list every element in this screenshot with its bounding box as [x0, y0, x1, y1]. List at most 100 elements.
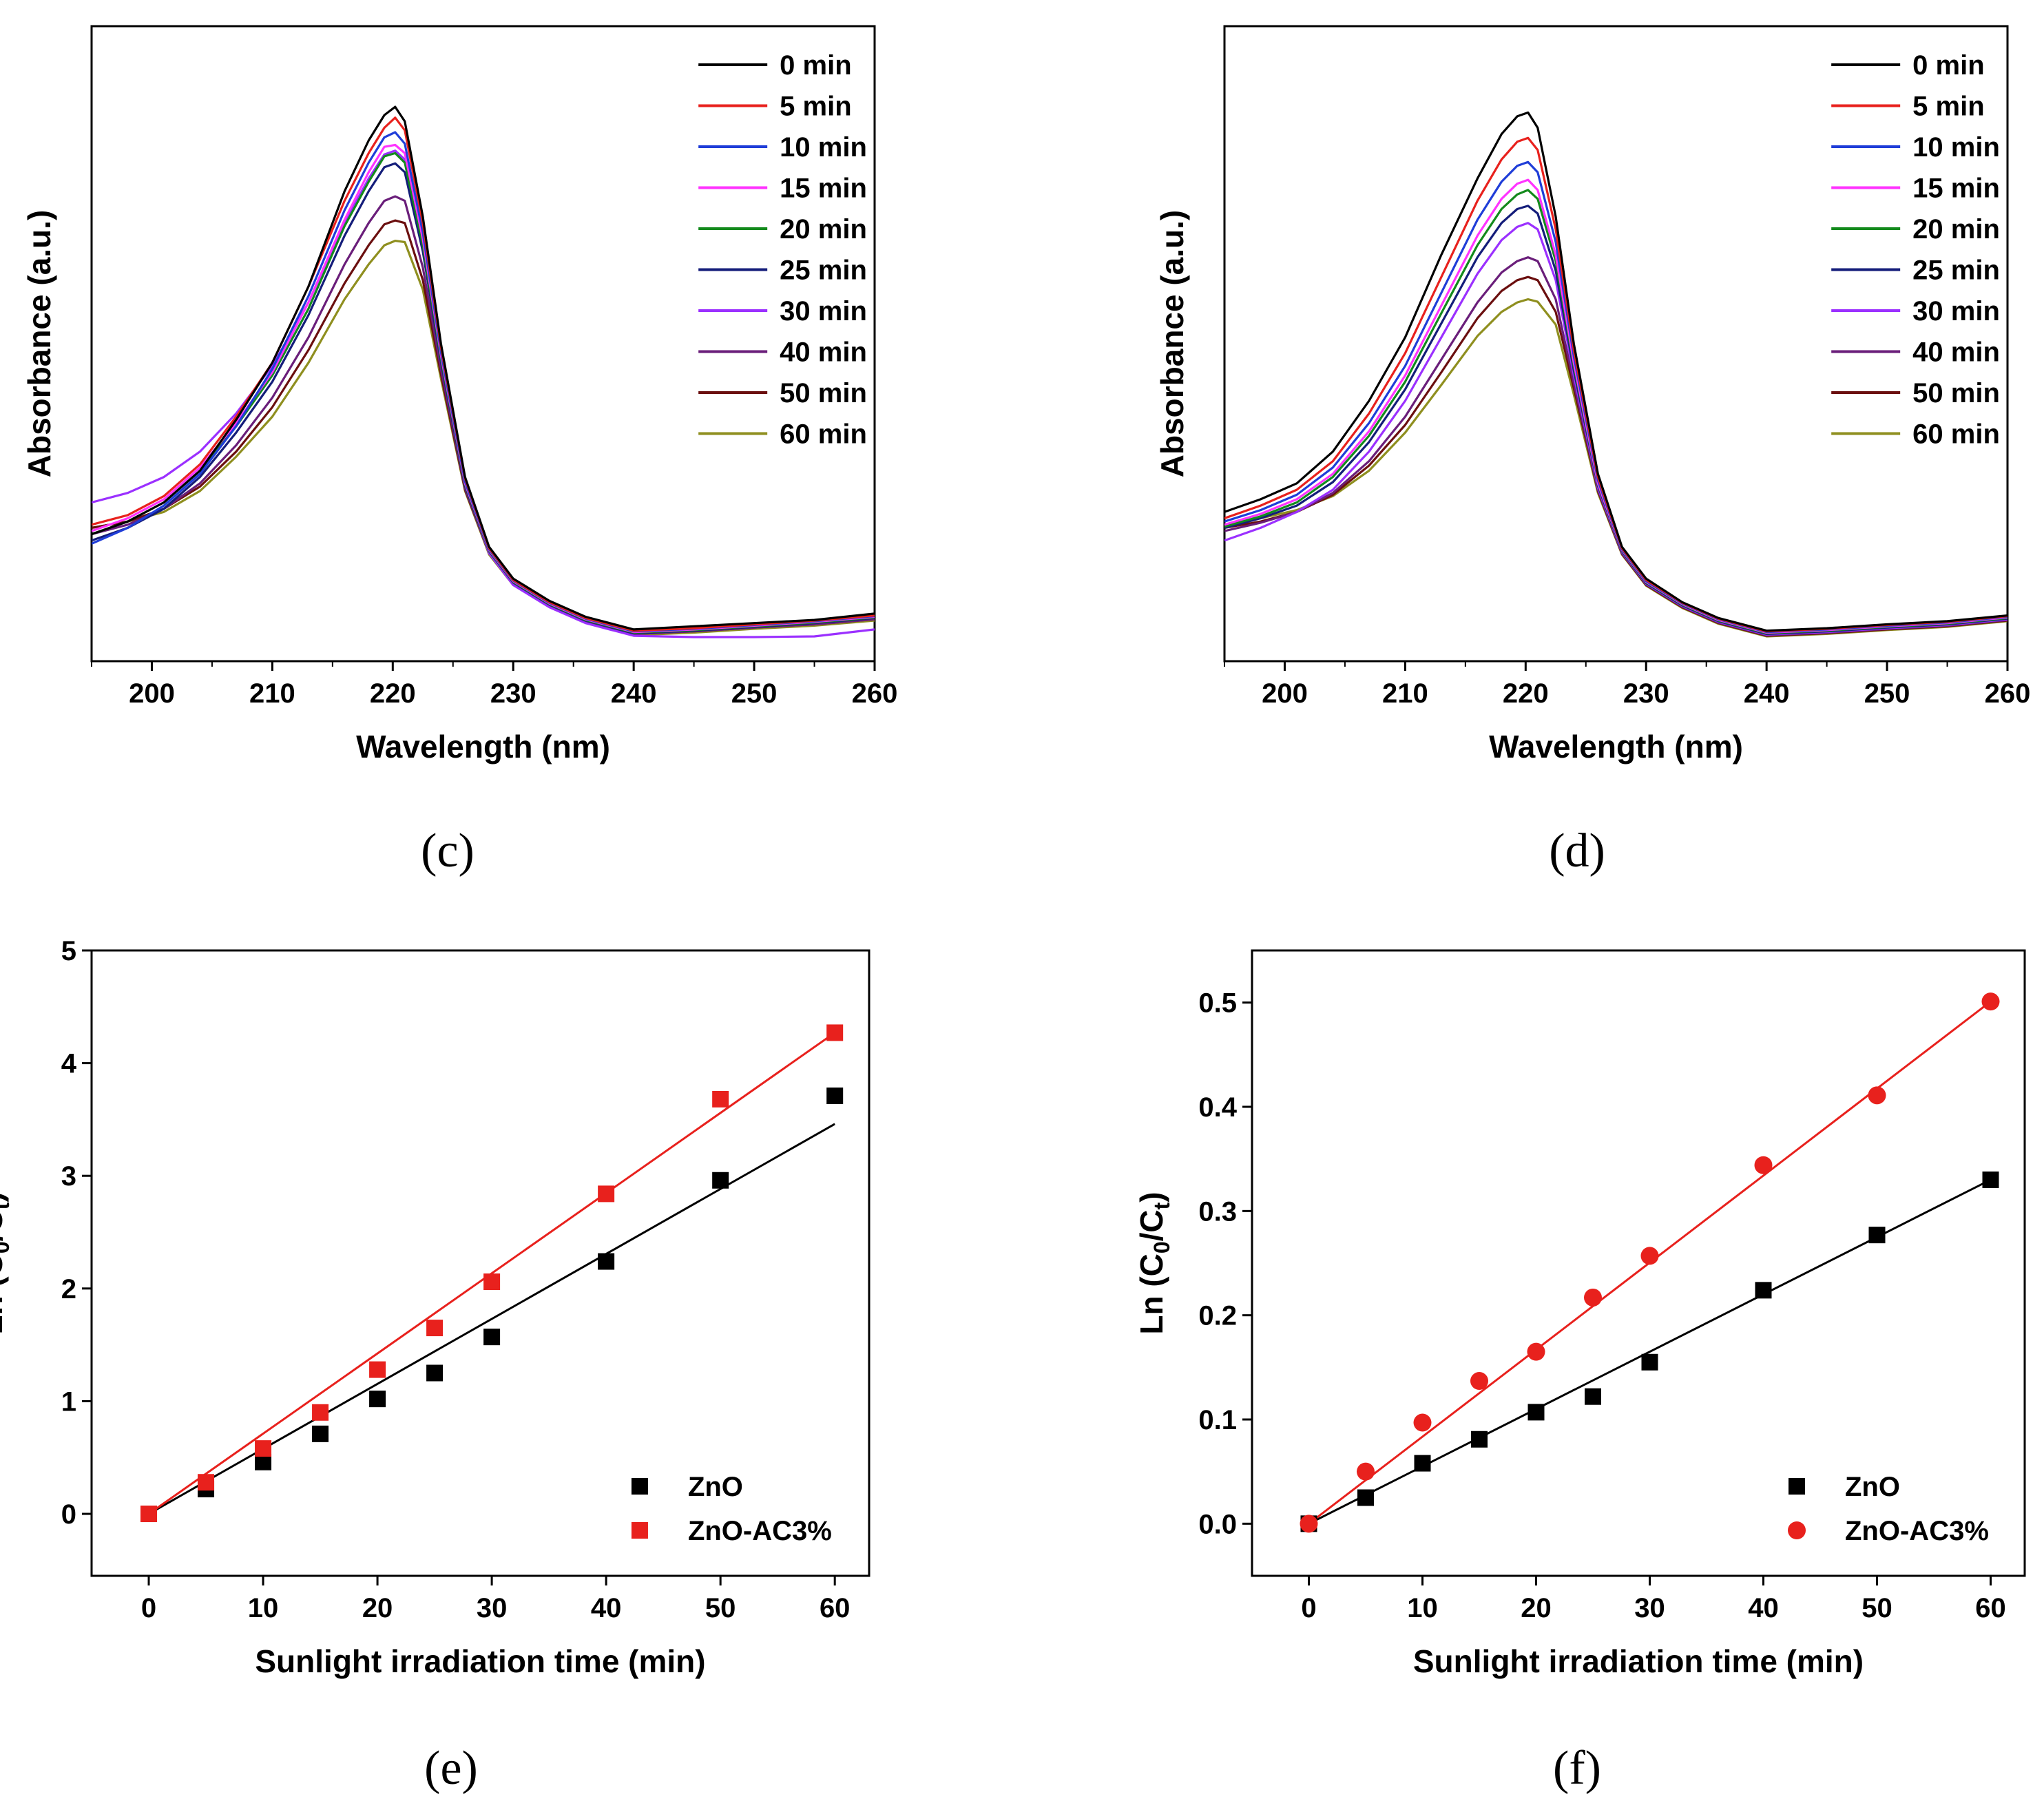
legend-marker — [631, 1522, 648, 1539]
legend-marker — [631, 1478, 648, 1495]
legend-label: 60 min — [780, 419, 867, 450]
panel-label-c: (c) — [421, 824, 474, 877]
data-point — [1300, 1515, 1318, 1533]
legend-label: 0 min — [1912, 50, 1984, 81]
legend-label: 5 min — [1912, 92, 1984, 122]
y-label-part: Ln (C — [0, 1254, 9, 1335]
panel-label-d: (d) — [1549, 824, 1605, 877]
data-point — [1640, 1247, 1659, 1265]
legend-label: 0 min — [780, 50, 851, 81]
series-line-10-min — [1224, 160, 2007, 634]
chart-c: 200 210 220 230 240 250 260 Wavelength (nm) Abso… — [21, 25, 898, 764]
y-tick-label: 4 — [61, 1049, 77, 1079]
legend-label: 10 min — [780, 132, 867, 163]
series-line-5-min — [1224, 136, 2007, 633]
x-tick-label: 0 — [141, 1593, 156, 1623]
y-label-part: /C — [0, 1209, 9, 1241]
panel-label-e: (e) — [424, 1742, 478, 1795]
y-tick-label: 0.2 — [1198, 1301, 1237, 1331]
series-line-5-min — [92, 116, 875, 632]
legend-label: ZnO — [1845, 1472, 1900, 1502]
data-point — [1981, 992, 2000, 1011]
x-tick-label: 10 — [248, 1593, 279, 1623]
series-line-50-min — [92, 219, 875, 635]
series-line-0-min — [1224, 111, 2007, 632]
data-point — [1584, 1288, 1602, 1307]
y-label-subscript: t — [1149, 1202, 1174, 1209]
series-line-20-min — [1224, 189, 2007, 634]
x-tick-label: 40 — [591, 1593, 622, 1623]
data-point — [255, 1440, 272, 1457]
x-axis-label: Sunlight irradiation time (min) — [255, 1643, 705, 1679]
legend-label: 30 min — [1912, 296, 2000, 326]
data-point — [598, 1185, 615, 1203]
legend-label: 50 min — [1912, 378, 2000, 408]
fit-line — [148, 1123, 835, 1515]
series-line-10-min — [92, 131, 875, 633]
plot-frame — [90, 25, 876, 663]
data-point — [826, 1024, 844, 1041]
data-point — [1585, 1388, 1601, 1405]
legend-label: 60 min — [1912, 419, 2000, 450]
data-point — [712, 1172, 729, 1189]
y-label-part: ) — [1134, 1192, 1169, 1202]
x-axis-label: Wavelength (nm) — [356, 729, 610, 764]
legend-label: 50 min — [780, 378, 867, 408]
data-point — [426, 1364, 444, 1382]
legend-marker — [1788, 1521, 1806, 1539]
legend-label: 30 min — [780, 296, 867, 326]
data-point — [1470, 1372, 1488, 1391]
data-point — [1414, 1455, 1431, 1472]
x-tick-label: 260 — [852, 678, 898, 709]
y-axis-label: Ln (C0/Ct) — [1134, 1192, 1174, 1334]
x-tick-label: 20 — [1521, 1593, 1552, 1623]
legend-label: ZnO — [688, 1472, 743, 1502]
y-tick-label: 0 — [61, 1499, 76, 1530]
y-label-part: ) — [0, 1192, 9, 1202]
chart-e: 0 10 20 30 40 50 60 0 1 2 3 4 5 Sunlight irradiation … — [0, 936, 870, 1679]
x-tick-label: 200 — [129, 678, 175, 709]
series-line-40-min — [1224, 256, 2007, 636]
data-point — [483, 1273, 501, 1290]
data-point — [1527, 1342, 1545, 1361]
legend-label: 15 min — [1912, 174, 2000, 204]
data-point — [1868, 1086, 1886, 1105]
data-point — [1754, 1156, 1773, 1174]
x-axis-label: Sunlight irradiation time (min) — [1413, 1643, 1864, 1679]
legend-label: 25 min — [780, 256, 867, 286]
x-tick-label: 220 — [1503, 678, 1549, 709]
plot-frame — [90, 949, 870, 1577]
plot-data — [140, 1024, 844, 1523]
series-line-60-min — [92, 240, 875, 636]
x-tick-label: 0 — [1301, 1593, 1316, 1623]
data-point — [1357, 1462, 1375, 1481]
data-point — [598, 1253, 615, 1270]
x-tick-label: 30 — [1634, 1593, 1665, 1623]
y-tick-label: 0.5 — [1198, 988, 1237, 1019]
chart-f: 0 10 20 30 40 50 60 0.0 0.1 0.2 0.3 0.4 0.5 Sunlight … — [1134, 949, 2026, 1679]
x-tick-label: 250 — [1864, 678, 1910, 709]
y-tick-label: 1 — [61, 1386, 76, 1417]
series-line-15-min — [92, 143, 875, 634]
y-tick-label: 2 — [61, 1274, 76, 1304]
y-label-subscript: t — [0, 1202, 14, 1209]
x-tick-label: 240 — [1744, 678, 1790, 709]
series-line-15-min — [1224, 178, 2007, 634]
series-line-30-min — [1224, 222, 2007, 636]
legend-label: 10 min — [1912, 132, 2000, 163]
x-tick-label: 210 — [1382, 678, 1428, 709]
data-point — [1413, 1413, 1432, 1432]
x-tick-label: 60 — [1975, 1593, 2006, 1623]
data-point — [826, 1088, 844, 1105]
data-point — [369, 1361, 386, 1378]
x-tick-label: 230 — [490, 678, 536, 709]
data-point — [426, 1320, 444, 1337]
x-tick-label: 260 — [1985, 678, 2031, 709]
x-tick-label: 30 — [477, 1593, 508, 1623]
legend-marker — [1788, 1478, 1806, 1495]
legend-label: 20 min — [1912, 214, 2000, 245]
panel-label-f: (f) — [1553, 1742, 1601, 1795]
y-axis-label: Absorbance (a.u.) — [1154, 210, 1190, 478]
legend-label: 40 min — [780, 337, 867, 368]
